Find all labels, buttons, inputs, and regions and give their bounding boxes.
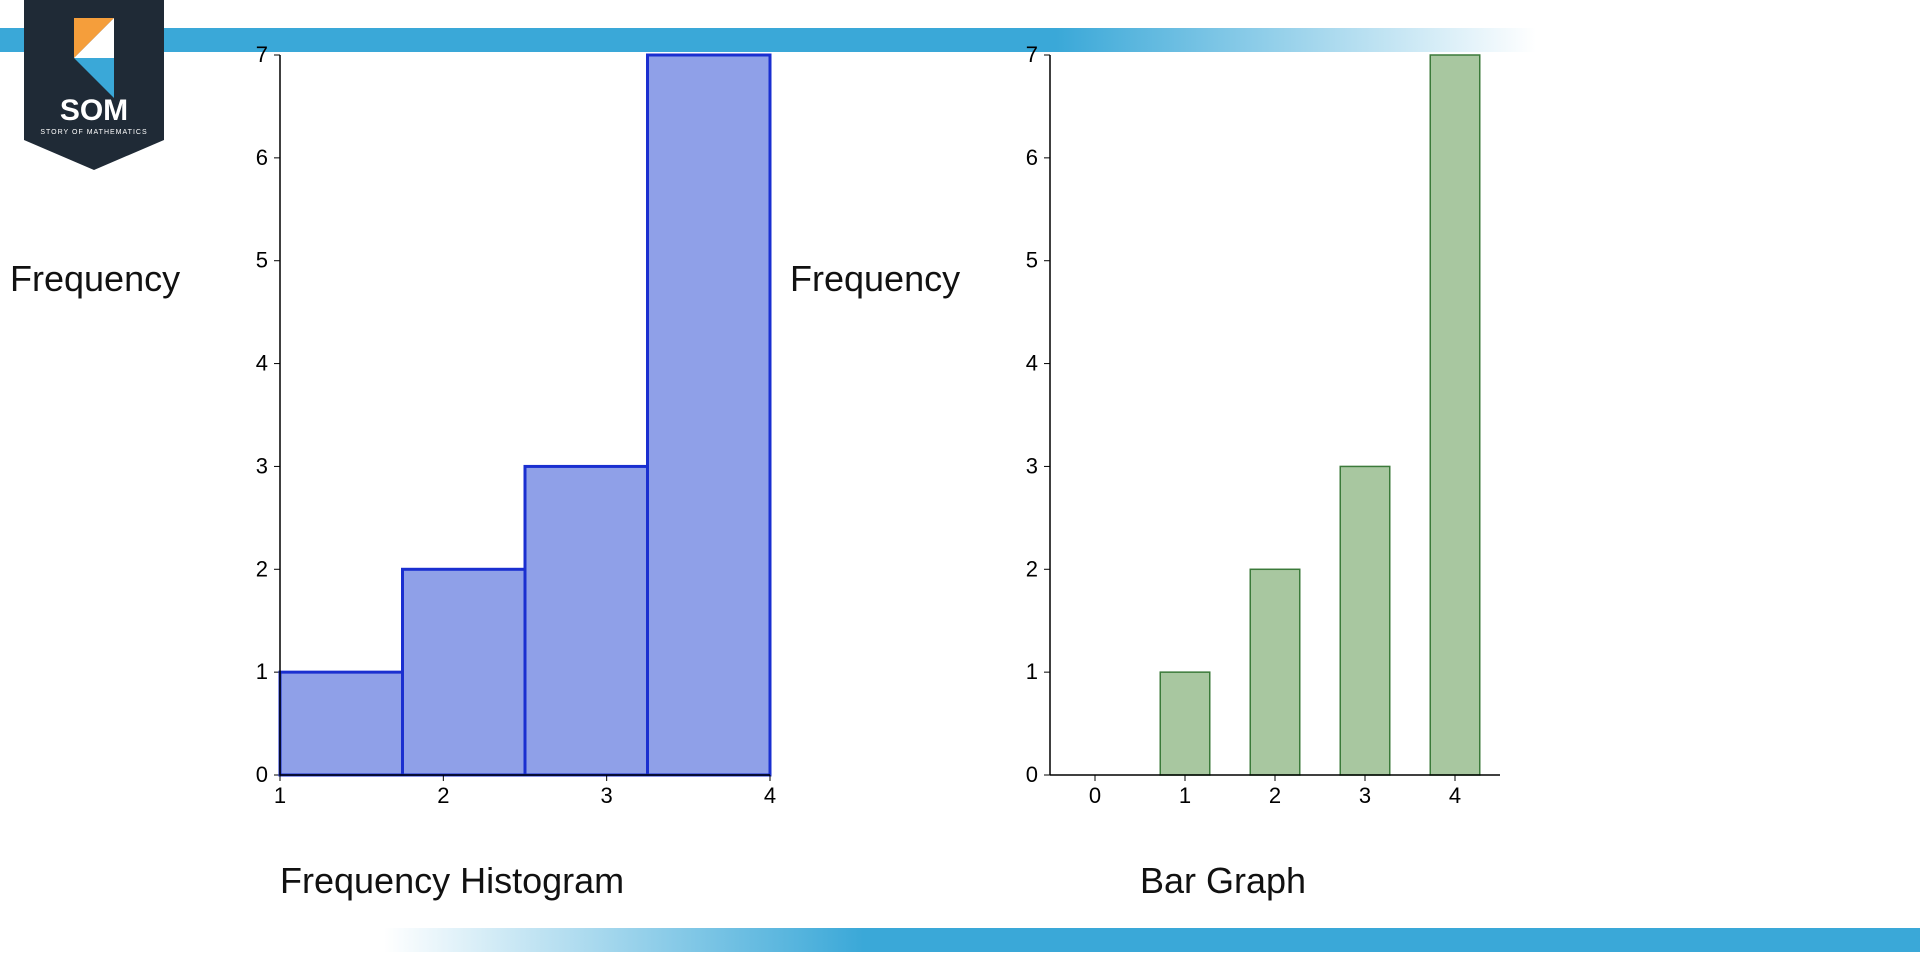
x-tick-label: 1 [1179, 783, 1191, 808]
left-chart-title: Frequency Histogram [280, 860, 624, 902]
y-tick-label: 7 [256, 45, 268, 67]
y-tick-label: 3 [1026, 453, 1038, 478]
brand-logo-text: SOM [60, 94, 128, 127]
brand-logo-subtext: STORY OF MATHEMATICS [40, 129, 147, 136]
right-chart-title: Bar Graph [1140, 860, 1306, 902]
x-tick-label: 2 [1269, 783, 1281, 808]
y-tick-label: 7 [1026, 45, 1038, 67]
bar [1250, 569, 1300, 775]
bar [1340, 466, 1390, 775]
histogram-bar [525, 466, 648, 775]
left-chart: 012345671234 [240, 45, 800, 815]
y-tick-label: 5 [256, 248, 268, 273]
x-tick-label: 1 [274, 783, 286, 808]
y-tick-label: 2 [1026, 556, 1038, 581]
x-tick-label: 4 [764, 783, 776, 808]
brand-badge: SOM STORY OF MATHEMATICS [24, 0, 164, 170]
right-chart: 0 1 2 3 4 5 6 7 0 1 2 3 4 [1010, 45, 1530, 815]
histogram-bar [280, 672, 403, 775]
bottom-band [0, 928, 1920, 952]
x-tick-label: 4 [1449, 783, 1461, 808]
y-tick-label: 5 [1026, 248, 1038, 273]
left-chart-y-label: Frequency [10, 258, 180, 300]
x-tick-label: 2 [437, 783, 449, 808]
y-tick-label: 0 [1026, 762, 1038, 787]
right-chart-y-label: Frequency [790, 258, 960, 300]
y-tick-label: 6 [256, 145, 268, 170]
y-tick-label: 1 [1026, 659, 1038, 684]
x-tick-label: 3 [601, 783, 613, 808]
histogram-bar [648, 55, 771, 775]
histogram-bar [403, 569, 526, 775]
page: SOM STORY OF MATHEMATICS Frequency Frequ… [0, 0, 1920, 960]
y-tick-label: 3 [256, 453, 268, 478]
y-tick-label: 1 [256, 659, 268, 684]
y-tick-label: 4 [1026, 351, 1038, 376]
x-tick-label: 0 [1089, 783, 1101, 808]
bar [1430, 55, 1480, 775]
x-tick-label: 3 [1359, 783, 1371, 808]
bar [1160, 672, 1210, 775]
y-tick-label: 0 [256, 762, 268, 787]
y-tick-label: 4 [256, 351, 268, 376]
y-tick-label: 6 [1026, 145, 1038, 170]
y-tick-label: 2 [256, 556, 268, 581]
